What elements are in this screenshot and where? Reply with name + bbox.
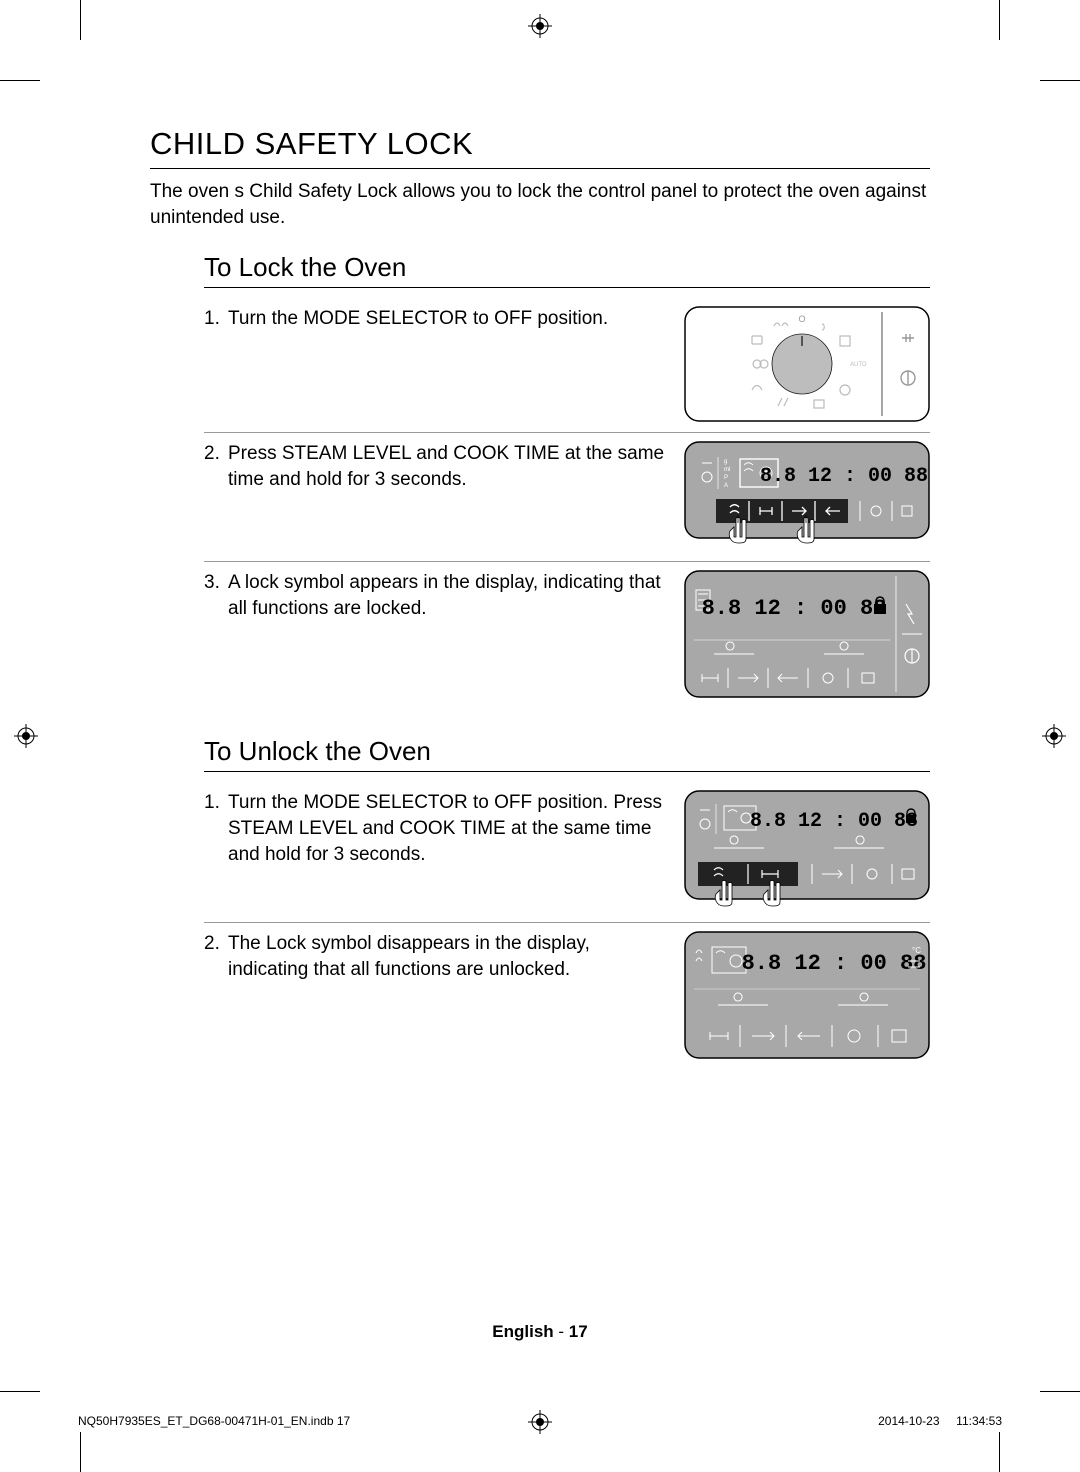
figure-press-buttons: g ml PA 8.8 12 : 00 88 [684, 441, 930, 551]
step-row: 1. Turn the MODE SELECTOR to OFF positio… [204, 782, 930, 923]
page: CHILD SAFETY LOCK The oven s Child Safet… [0, 0, 1080, 1472]
heading-rule [150, 168, 930, 169]
section-title: To Unlock the Oven [204, 736, 930, 767]
crop-mark [0, 80, 40, 81]
crop-mark [1040, 1391, 1080, 1392]
page-heading: CHILD SAFETY LOCK [150, 126, 930, 162]
figure-mode-selector: O AUTO [684, 306, 930, 422]
display-time: 8.8 12 : 00 88 [760, 465, 928, 488]
step-text: Turn the MODE SELECTOR to OFF position. [228, 306, 684, 332]
step-number: 1. [204, 790, 228, 816]
step-row: 1. Turn the MODE SELECTOR to OFF positio… [204, 298, 930, 433]
step-number: 1. [204, 306, 228, 332]
step-number: 2. [204, 441, 228, 467]
step-number: 2. [204, 931, 228, 957]
step-text: Turn the MODE SELECTOR to OFF position. … [228, 790, 684, 867]
footer-date: 2014-10-23 [878, 1414, 939, 1428]
registration-mark-icon [14, 724, 38, 748]
step-text: Press STEAM LEVEL and COOK TIME at the s… [228, 441, 684, 492]
step-number: 3. [204, 570, 228, 596]
intro-text: The oven s Child Safety Lock allows you … [150, 179, 930, 230]
footer-time: 11:34:53 [956, 1414, 1002, 1428]
crop-mark [999, 1432, 1000, 1472]
footer-datetime: 2014-10-23 11:34:53 [878, 1414, 1002, 1428]
step-row: 2. Press STEAM LEVEL and COOK TIME at th… [204, 433, 930, 562]
display-time: 8.8 12 : 00 88 [702, 596, 887, 621]
footer-filename: NQ50H7935ES_ET_DG68-00471H-01_EN.indb 17 [78, 1414, 350, 1428]
figure-press-buttons-unlock: 8.8 12 : 00 88 [684, 790, 930, 912]
content-area: CHILD SAFETY LOCK The oven s Child Safet… [150, 126, 930, 1069]
registration-mark-icon [1042, 724, 1066, 748]
crop-mark [80, 1432, 81, 1472]
footer-dash: - [558, 1322, 568, 1341]
display-time: 8.8 12 : 00 88 [742, 951, 927, 976]
section-rule [204, 287, 930, 288]
section-title: To Lock the Oven [204, 252, 930, 283]
section-lock: To Lock the Oven 1. Turn the MODE SELECT… [204, 252, 930, 708]
step-row: 2. The Lock symbol disappears in the dis… [204, 923, 930, 1069]
display-time: 8.8 12 : 00 88 [750, 810, 918, 833]
svg-text:ml: ml [724, 467, 730, 473]
footer-lang: English [492, 1322, 553, 1341]
crop-mark [999, 0, 1000, 40]
step-text: The Lock symbol disappears in the displa… [228, 931, 684, 982]
step-row: 3. A lock symbol appears in the display,… [204, 562, 930, 708]
registration-mark-icon [528, 1410, 552, 1434]
svg-text:g: g [724, 459, 727, 465]
svg-text:AUTO: AUTO [850, 362, 867, 368]
step-text: A lock symbol appears in the display, in… [228, 570, 684, 621]
crop-mark [80, 0, 81, 40]
figure-locked-display: 8.8 12 : 00 88 [684, 570, 930, 698]
figure-unlocked-display: 8.8 12 : 00 88 °C [684, 931, 930, 1059]
page-footer-center: English - 17 [0, 1322, 1080, 1342]
svg-text:P: P [724, 475, 728, 481]
svg-text:O: O [798, 314, 805, 324]
svg-text:A: A [724, 483, 728, 489]
section-rule [204, 771, 930, 772]
section-unlock: To Unlock the Oven 1. Turn the MODE SELE… [204, 736, 930, 1069]
registration-mark-icon [528, 14, 552, 38]
crop-mark [1040, 80, 1080, 81]
footer-page: 17 [569, 1322, 588, 1341]
crop-mark [0, 1391, 40, 1392]
svg-text:°C: °C [912, 946, 921, 955]
